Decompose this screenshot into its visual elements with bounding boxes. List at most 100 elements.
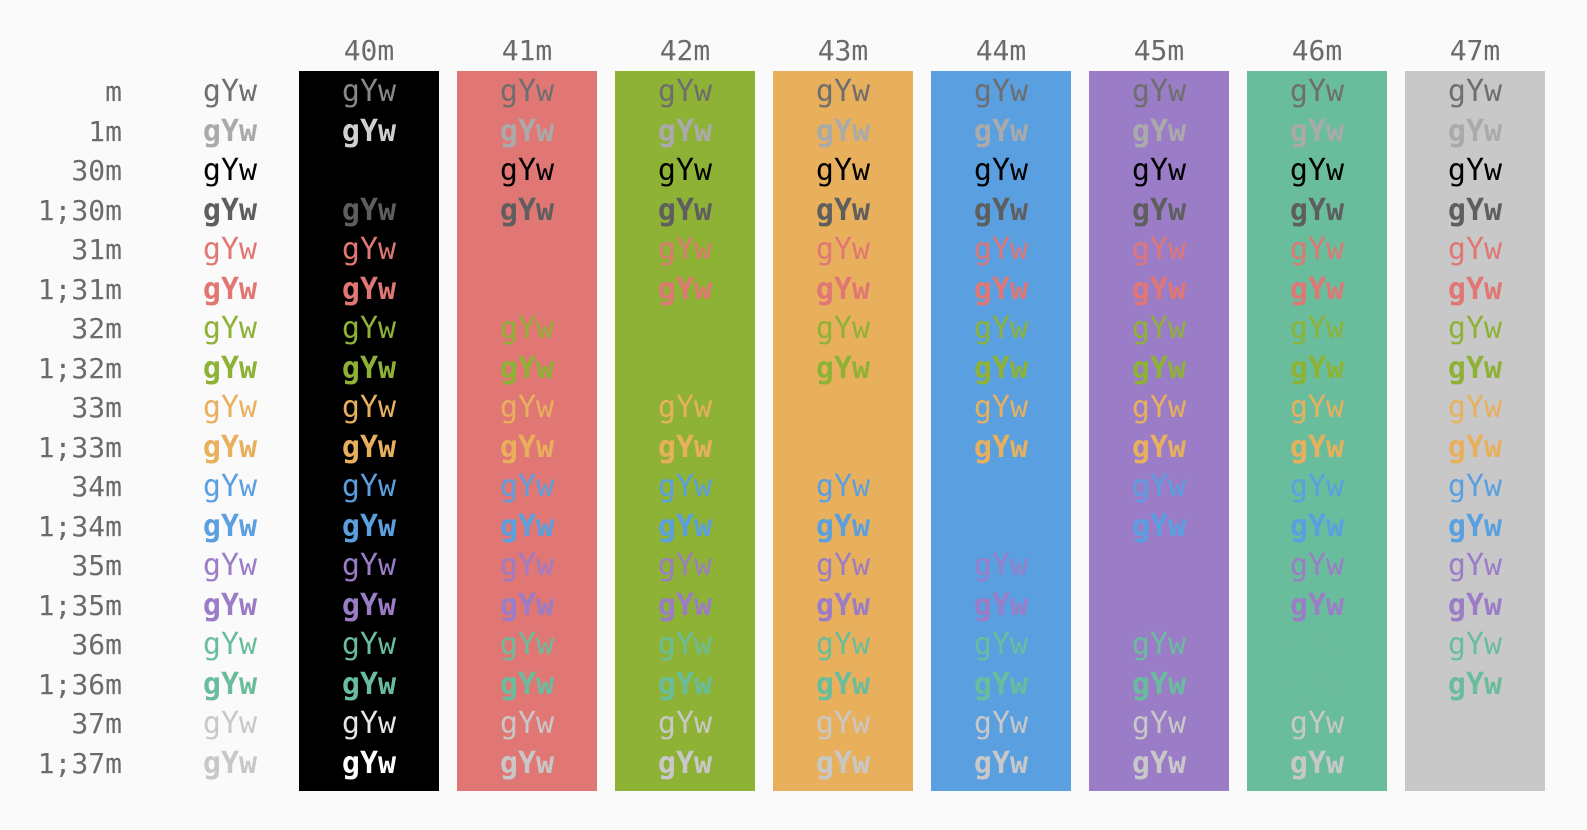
sample-cell-1-30m-40m: gYw xyxy=(341,192,397,228)
sample-cell-35m-44m: gYw xyxy=(973,548,1029,583)
sample-plain-36m: gYw xyxy=(202,627,258,662)
sample-cell-33m-40m: gYw xyxy=(341,390,397,425)
row-label-1-31m: 1;31m xyxy=(37,272,122,306)
sample-cell-1-36m-45m: gYw xyxy=(1131,666,1187,702)
sample-cell-m-42m: gYw xyxy=(657,74,713,109)
row-label-1m: 1m xyxy=(88,114,122,148)
sample-cell-30m-47m: gYw xyxy=(1447,153,1503,188)
bg-header-45m: 45m xyxy=(1133,34,1185,67)
sample-cell-1-32m-44m: gYw xyxy=(973,350,1029,386)
sample-cell-37m-43m: gYw xyxy=(815,706,871,741)
sample-cell-1-30m-46m: gYw xyxy=(1289,192,1345,228)
sample-cell-1-30m-41m: gYw xyxy=(499,192,555,228)
sample-cell-1-37m-42m: gYw xyxy=(657,745,713,781)
sample-cell-30m-42m: gYw xyxy=(657,153,713,188)
sample-cell-36m-43m: gYw xyxy=(815,627,871,662)
sample-cell-1m-45m: gYw xyxy=(1131,113,1187,149)
sample-cell-33m-42m: gYw xyxy=(657,390,713,425)
bg-header-41m: 41m xyxy=(501,34,553,67)
sample-cell-1-34m-41m: gYw xyxy=(499,508,555,544)
sample-cell-36m-40m: gYw xyxy=(341,627,397,662)
sample-cell-32m-45m: gYw xyxy=(1131,311,1187,346)
sample-cell-1-35m-45m: gYw xyxy=(1131,587,1187,623)
sample-plain-32m: gYw xyxy=(202,311,258,346)
row-label-1-34m: 1;34m xyxy=(37,509,122,543)
sample-cell-1-35m-47m: gYw xyxy=(1447,587,1503,623)
sample-cell-30m-45m: gYw xyxy=(1131,153,1187,188)
sample-cell-31m-40m: gYw xyxy=(341,232,397,267)
sample-cell-32m-41m: gYw xyxy=(499,311,555,346)
sample-cell-32m-43m: gYw xyxy=(815,311,871,346)
sample-cell-30m-41m: gYw xyxy=(499,153,555,188)
sample-cell-1-34m-43m: gYw xyxy=(815,508,871,544)
bg-header-47m: 47m xyxy=(1449,34,1501,67)
row-label-34m: 34m xyxy=(71,470,122,503)
row-label-32m: 32m xyxy=(71,312,122,345)
sample-cell-m-43m: gYw xyxy=(815,74,871,109)
sample-cell-1-37m-41m: gYw xyxy=(499,745,555,781)
sample-cell-1-30m-42m: gYw xyxy=(657,192,713,228)
sample-plain-1-37m: gYw xyxy=(202,745,258,781)
sample-cell-m-46m: gYw xyxy=(1289,74,1345,109)
sample-plain-35m: gYw xyxy=(202,548,258,583)
sample-cell-33m-47m: gYw xyxy=(1447,390,1503,425)
sample-cell-1-33m-41m: gYw xyxy=(499,429,555,465)
bg-header-40m: 40m xyxy=(343,34,395,67)
bg-header-44m: 44m xyxy=(975,34,1027,67)
sample-cell-32m-42m: gYw xyxy=(657,311,713,346)
sample-cell-1-37m-44m: gYw xyxy=(973,745,1029,781)
sample-cell-1m-43m: gYw xyxy=(815,113,871,149)
bg-column-41m xyxy=(457,71,597,791)
sample-cell-1-32m-46m: gYw xyxy=(1289,350,1345,386)
sample-cell-1-35m-41m: gYw xyxy=(499,587,555,623)
sample-plain-34m: gYw xyxy=(202,469,258,504)
sample-cell-35m-46m: gYw xyxy=(1289,548,1345,583)
sample-plain-30m: gYw xyxy=(202,153,258,188)
bg-column-40m xyxy=(299,71,439,791)
sample-cell-1-33m-42m: gYw xyxy=(657,429,713,465)
sample-cell-1m-46m: gYw xyxy=(1289,113,1345,149)
sample-cell-1-32m-41m: gYw xyxy=(499,350,555,386)
sample-cell-1-33m-47m: gYw xyxy=(1447,429,1503,465)
sample-cell-1-31m-43m: gYw xyxy=(815,271,871,307)
bg-column-42m xyxy=(615,71,755,791)
sample-cell-35m-45m: gYw xyxy=(1131,548,1187,583)
sample-cell-36m-42m: gYw xyxy=(657,627,713,662)
sample-cell-31m-44m: gYw xyxy=(973,232,1029,267)
sample-cell-37m-44m: gYw xyxy=(973,706,1029,741)
sample-cell-1-32m-40m: gYw xyxy=(341,350,397,386)
sample-cell-36m-47m: gYw xyxy=(1447,627,1503,662)
sample-cell-33m-44m: gYw xyxy=(973,390,1029,425)
sample-cell-1-35m-44m: gYw xyxy=(973,587,1029,623)
sample-cell-31m-41m: gYw xyxy=(499,232,555,267)
sample-cell-1-31m-47m: gYw xyxy=(1447,271,1503,307)
sample-cell-35m-42m: gYw xyxy=(657,548,713,583)
row-label-1-35m: 1;35m xyxy=(37,588,122,622)
sample-plain-1-34m: gYw xyxy=(202,508,258,544)
sample-cell-34m-40m: gYw xyxy=(341,469,397,504)
sample-cell-1-31m-42m: gYw xyxy=(657,271,713,307)
sample-cell-1-35m-42m: gYw xyxy=(657,587,713,623)
sample-cell-34m-44m: gYw xyxy=(973,469,1029,504)
sample-cell-34m-43m: gYw xyxy=(815,469,871,504)
sample-plain-1-33m: gYw xyxy=(202,429,258,465)
sample-cell-33m-45m: gYw xyxy=(1131,390,1187,425)
row-label-36m: 36m xyxy=(71,628,122,661)
sample-cell-33m-41m: gYw xyxy=(499,390,555,425)
sample-cell-1-37m-43m: gYw xyxy=(815,745,871,781)
row-label-1-33m: 1;33m xyxy=(37,430,122,464)
row-label-1-36m: 1;36m xyxy=(37,667,122,701)
sample-cell-1-33m-46m: gYw xyxy=(1289,429,1345,465)
sample-cell-1-37m-45m: gYw xyxy=(1131,745,1187,781)
sample-cell-1-33m-44m: gYw xyxy=(973,429,1029,465)
sample-cell-32m-46m: gYw xyxy=(1289,311,1345,346)
sample-cell-m-44m: gYw xyxy=(973,74,1029,109)
sample-cell-1-37m-46m: gYw xyxy=(1289,745,1345,781)
sample-cell-1-34m-44m: gYw xyxy=(973,508,1029,544)
sample-cell-1-32m-42m: gYw xyxy=(657,350,713,386)
sample-cell-1-34m-47m: gYw xyxy=(1447,508,1503,544)
row-label-30m: 30m xyxy=(71,154,122,187)
sample-cell-1-36m-46m: gYw xyxy=(1289,666,1345,702)
sample-cell-1-34m-45m: gYw xyxy=(1131,508,1187,544)
row-label-1-32m: 1;32m xyxy=(37,351,122,385)
